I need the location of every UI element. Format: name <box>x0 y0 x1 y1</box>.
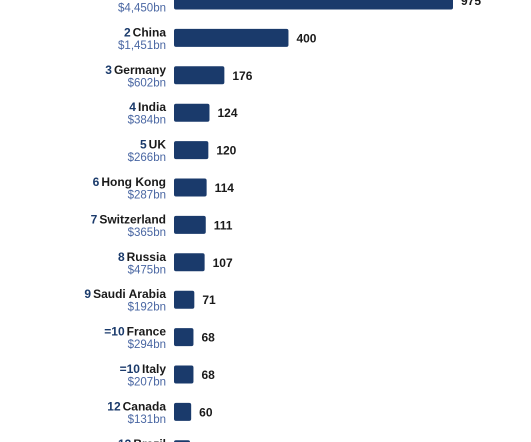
chart-row: 71 9 Saudi Arabia$192bn <box>84 287 216 314</box>
country-name: Hong Kong <box>101 175 166 189</box>
rank-label: 4 <box>129 100 136 114</box>
bar <box>174 141 209 160</box>
chart-row: 68 =10 Italy$207bn <box>120 362 216 389</box>
chart-row: 68 =10 France$294bn <box>104 325 215 352</box>
rank-label: 12 <box>107 399 121 413</box>
rank-label: 9 <box>84 287 91 301</box>
country-name: France <box>127 325 167 339</box>
country-label: 8 Russia <box>118 250 166 264</box>
wealth-label: $207bn <box>128 377 166 389</box>
value-label: 107 <box>213 256 233 270</box>
value-label: 68 <box>201 368 215 382</box>
chart-row: 975 $4,450bn <box>118 0 481 15</box>
country-name: Switzerland <box>99 212 166 226</box>
wealth-label: $475bn <box>128 264 166 276</box>
wealth-label: $365bn <box>128 227 166 239</box>
chart-row: 400 2 China$1,451bn <box>118 25 317 52</box>
country-label: 2 China <box>124 25 166 39</box>
rank-label: =10 <box>104 325 125 339</box>
country-name: Russia <box>127 250 167 264</box>
country-label: 5 UK <box>140 138 166 152</box>
bar <box>174 0 453 10</box>
rank-label: 7 <box>91 212 98 226</box>
value-label: 176 <box>232 69 252 83</box>
country-label: 7 Switzerland <box>91 212 166 226</box>
bar <box>174 103 210 122</box>
value-label: 114 <box>215 181 235 195</box>
country-label: 3 Germany <box>105 63 166 77</box>
chart-row: 120 5 UK$266bn <box>128 138 237 165</box>
country-name: Saudi Arabia <box>93 287 166 301</box>
bar <box>174 28 289 47</box>
chart-row: 114 6 Hong Kong$287bn <box>93 175 235 202</box>
value-label: 400 <box>296 31 316 45</box>
value-label: 975 <box>461 0 481 8</box>
value-label: 124 <box>217 106 237 120</box>
value-label: 60 <box>199 405 213 419</box>
rank-label: 5 <box>140 138 147 152</box>
wealth-label: $287bn <box>128 190 166 202</box>
wealth-label: $131bn <box>128 414 166 426</box>
country-label: =10 France <box>104 325 166 339</box>
country-label: 6 Hong Kong <box>93 175 166 189</box>
rank-label: 6 <box>93 175 100 189</box>
value-label: 68 <box>201 331 215 345</box>
country-name: Brazil <box>133 437 166 442</box>
country-name: India <box>138 100 166 114</box>
bar <box>174 253 205 272</box>
country-label: 9 Saudi Arabia <box>84 287 166 301</box>
country-name: Italy <box>142 362 166 376</box>
country-name: Germany <box>114 63 166 77</box>
bar <box>174 290 195 309</box>
country-label: 12 Canada <box>107 399 166 413</box>
bar <box>174 365 194 384</box>
chart-row: 60 12 Canada$131bn <box>107 399 213 426</box>
rank-label: 2 <box>124 25 131 39</box>
rank-label: 8 <box>118 250 125 264</box>
bar <box>174 215 206 234</box>
rank-label: 13 <box>118 437 132 442</box>
chart-row: 124 4 India$384bn <box>128 100 238 127</box>
bar <box>174 402 192 421</box>
bar <box>174 178 207 197</box>
rank-label: 3 <box>105 63 112 77</box>
value-label: 71 <box>202 293 216 307</box>
chart-row: 176 3 Germany$602bn <box>105 63 252 90</box>
wealth-label: $192bn <box>128 302 166 314</box>
wealth-label: $294bn <box>128 339 166 351</box>
bar <box>174 66 225 85</box>
wealth-label: $266bn <box>128 152 166 164</box>
rank-label: =10 <box>120 362 141 376</box>
chart-row: 111 7 Switzerland$365bn <box>91 212 233 239</box>
value-label: 120 <box>216 144 236 158</box>
country-label: 4 India <box>129 100 166 114</box>
country-label: 13Brazil <box>118 437 166 442</box>
wealth-label: $4,450bn <box>118 3 166 15</box>
country-name: China <box>133 25 167 39</box>
country-name: Canada <box>123 399 167 413</box>
country-label: =10 Italy <box>120 362 167 376</box>
chart-row: 13Brazil <box>118 437 191 442</box>
chart-row: 107 8 Russia$475bn <box>118 250 233 277</box>
bar <box>174 328 194 347</box>
country-name: UK <box>149 138 167 152</box>
wealth-label: $1,451bn <box>118 40 166 52</box>
wealth-label: $602bn <box>128 77 166 89</box>
value-label: 111 <box>214 218 233 232</box>
wealth-label: $384bn <box>128 115 166 127</box>
